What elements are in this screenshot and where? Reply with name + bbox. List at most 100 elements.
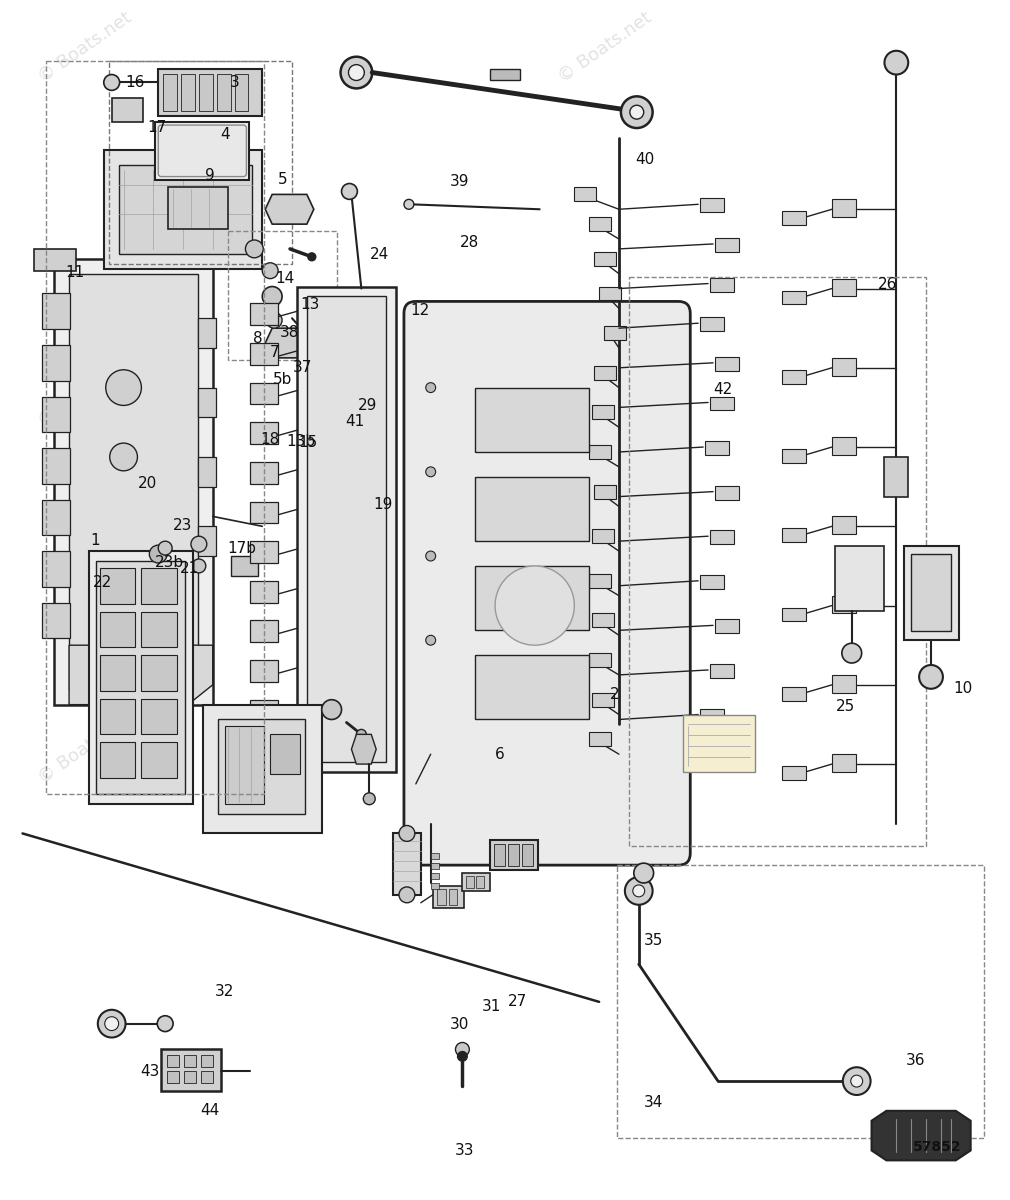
Polygon shape [69,646,213,704]
Text: 13b: 13b [286,434,315,449]
Bar [832,278,855,296]
Bar [141,655,177,691]
Bar [141,612,177,647]
Text: 29: 29 [359,398,378,413]
Circle shape [341,184,358,199]
Text: 41: 41 [345,414,365,428]
Bar [783,370,806,384]
Bar [203,704,322,834]
Circle shape [159,541,172,556]
Bar [42,294,70,329]
Bar [100,568,135,604]
Bar [476,566,589,630]
Bar [432,886,465,907]
Bar [198,318,216,348]
Circle shape [399,887,415,902]
Circle shape [267,312,282,328]
Bar [250,383,278,404]
Text: 15: 15 [298,436,317,450]
Bar [430,853,438,859]
Text: 20: 20 [138,475,158,491]
Bar [436,889,445,905]
Bar [575,187,596,202]
Bar [448,889,458,905]
Bar [100,698,135,734]
Circle shape [98,1009,125,1038]
Bar [181,73,195,112]
Polygon shape [266,194,314,224]
Polygon shape [351,734,376,764]
Bar [476,476,589,541]
Bar [589,732,611,746]
Circle shape [842,1067,871,1094]
Bar [393,834,421,895]
Bar [783,686,806,701]
Circle shape [263,263,278,278]
Text: © Boats.net: © Boats.net [556,8,655,85]
Text: 33: 33 [456,1142,475,1158]
Bar [589,217,611,232]
Bar [227,232,336,360]
Bar [589,574,611,588]
Bar [599,287,621,300]
Circle shape [104,74,119,90]
Bar [783,290,806,305]
Bar [271,734,300,774]
Bar [715,486,738,499]
Circle shape [625,877,652,905]
Circle shape [842,643,862,664]
Circle shape [158,1015,173,1032]
Bar [89,551,193,804]
Text: 43: 43 [140,1064,160,1079]
Text: 17b: 17b [227,541,257,556]
Bar [104,150,263,269]
Bar [832,754,855,772]
Bar [477,876,484,888]
Bar [710,664,734,678]
Bar [184,1072,196,1084]
Circle shape [191,536,207,552]
Bar [250,304,278,325]
Circle shape [263,287,282,306]
Text: 44: 44 [200,1103,219,1118]
Text: 42: 42 [713,382,733,397]
Bar [832,199,855,217]
Bar [198,388,216,418]
Bar [250,541,278,563]
Bar [250,700,278,721]
Text: 30: 30 [450,1016,470,1032]
Text: 10: 10 [953,682,973,696]
Circle shape [308,253,316,260]
Bar [42,602,70,638]
Circle shape [106,370,141,406]
Bar [463,874,490,890]
Bar [715,238,738,252]
Bar [832,674,855,692]
Bar [250,343,278,365]
Bar [250,620,278,642]
Bar [250,502,278,523]
Text: 11: 11 [65,265,85,280]
Circle shape [306,334,314,342]
Bar [430,874,438,880]
Bar [141,743,177,778]
Bar [592,613,614,628]
Text: 24: 24 [371,247,390,263]
Circle shape [364,793,375,805]
Text: 26: 26 [878,277,897,292]
Text: © Boats.net: © Boats.net [34,8,135,85]
Bar [201,1072,213,1084]
Text: 27: 27 [507,994,526,1009]
Text: 6: 6 [495,746,505,762]
Text: 7: 7 [270,344,280,360]
Bar [250,581,278,602]
Bar [100,612,135,647]
Text: 38: 38 [280,325,300,340]
Bar [832,516,855,534]
Bar [832,595,855,613]
Bar [705,442,729,455]
Text: 36: 36 [906,1054,925,1068]
Bar [911,554,950,631]
Bar [198,457,216,487]
Bar [168,187,227,229]
